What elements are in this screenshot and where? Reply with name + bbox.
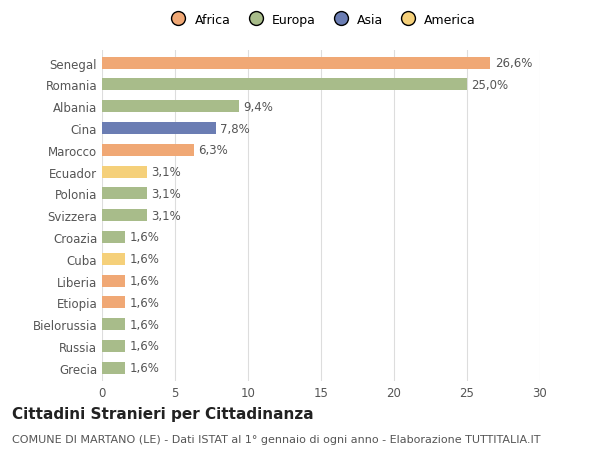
Text: 6,3%: 6,3% <box>199 144 228 157</box>
Bar <box>102 57 490 69</box>
Bar <box>102 123 216 135</box>
Text: 1,6%: 1,6% <box>130 361 160 375</box>
Text: 1,6%: 1,6% <box>130 340 160 353</box>
Text: 3,1%: 3,1% <box>152 188 181 201</box>
Bar <box>102 145 194 157</box>
Text: COMUNE DI MARTANO (LE) - Dati ISTAT al 1° gennaio di ogni anno - Elaborazione TU: COMUNE DI MARTANO (LE) - Dati ISTAT al 1… <box>12 434 541 444</box>
Text: 1,6%: 1,6% <box>130 318 160 331</box>
Text: 1,6%: 1,6% <box>130 253 160 266</box>
Text: 3,1%: 3,1% <box>152 209 181 222</box>
Text: Cittadini Stranieri per Cittadinanza: Cittadini Stranieri per Cittadinanza <box>12 406 314 421</box>
Bar <box>102 275 125 287</box>
Bar <box>102 297 125 308</box>
Bar <box>102 319 125 330</box>
Text: 3,1%: 3,1% <box>152 166 181 179</box>
Bar <box>102 166 147 178</box>
Legend: Africa, Europa, Asia, America: Africa, Europa, Asia, America <box>166 14 476 27</box>
Bar <box>102 362 125 374</box>
Bar <box>102 101 239 113</box>
Bar <box>102 79 467 91</box>
Text: 25,0%: 25,0% <box>472 79 509 92</box>
Text: 9,4%: 9,4% <box>244 101 274 113</box>
Text: 7,8%: 7,8% <box>220 122 250 135</box>
Text: 1,6%: 1,6% <box>130 231 160 244</box>
Bar <box>102 253 125 265</box>
Text: 26,6%: 26,6% <box>495 57 532 70</box>
Bar <box>102 210 147 222</box>
Bar <box>102 231 125 243</box>
Text: 1,6%: 1,6% <box>130 296 160 309</box>
Text: 1,6%: 1,6% <box>130 274 160 287</box>
Bar <box>102 340 125 352</box>
Bar <box>102 188 147 200</box>
